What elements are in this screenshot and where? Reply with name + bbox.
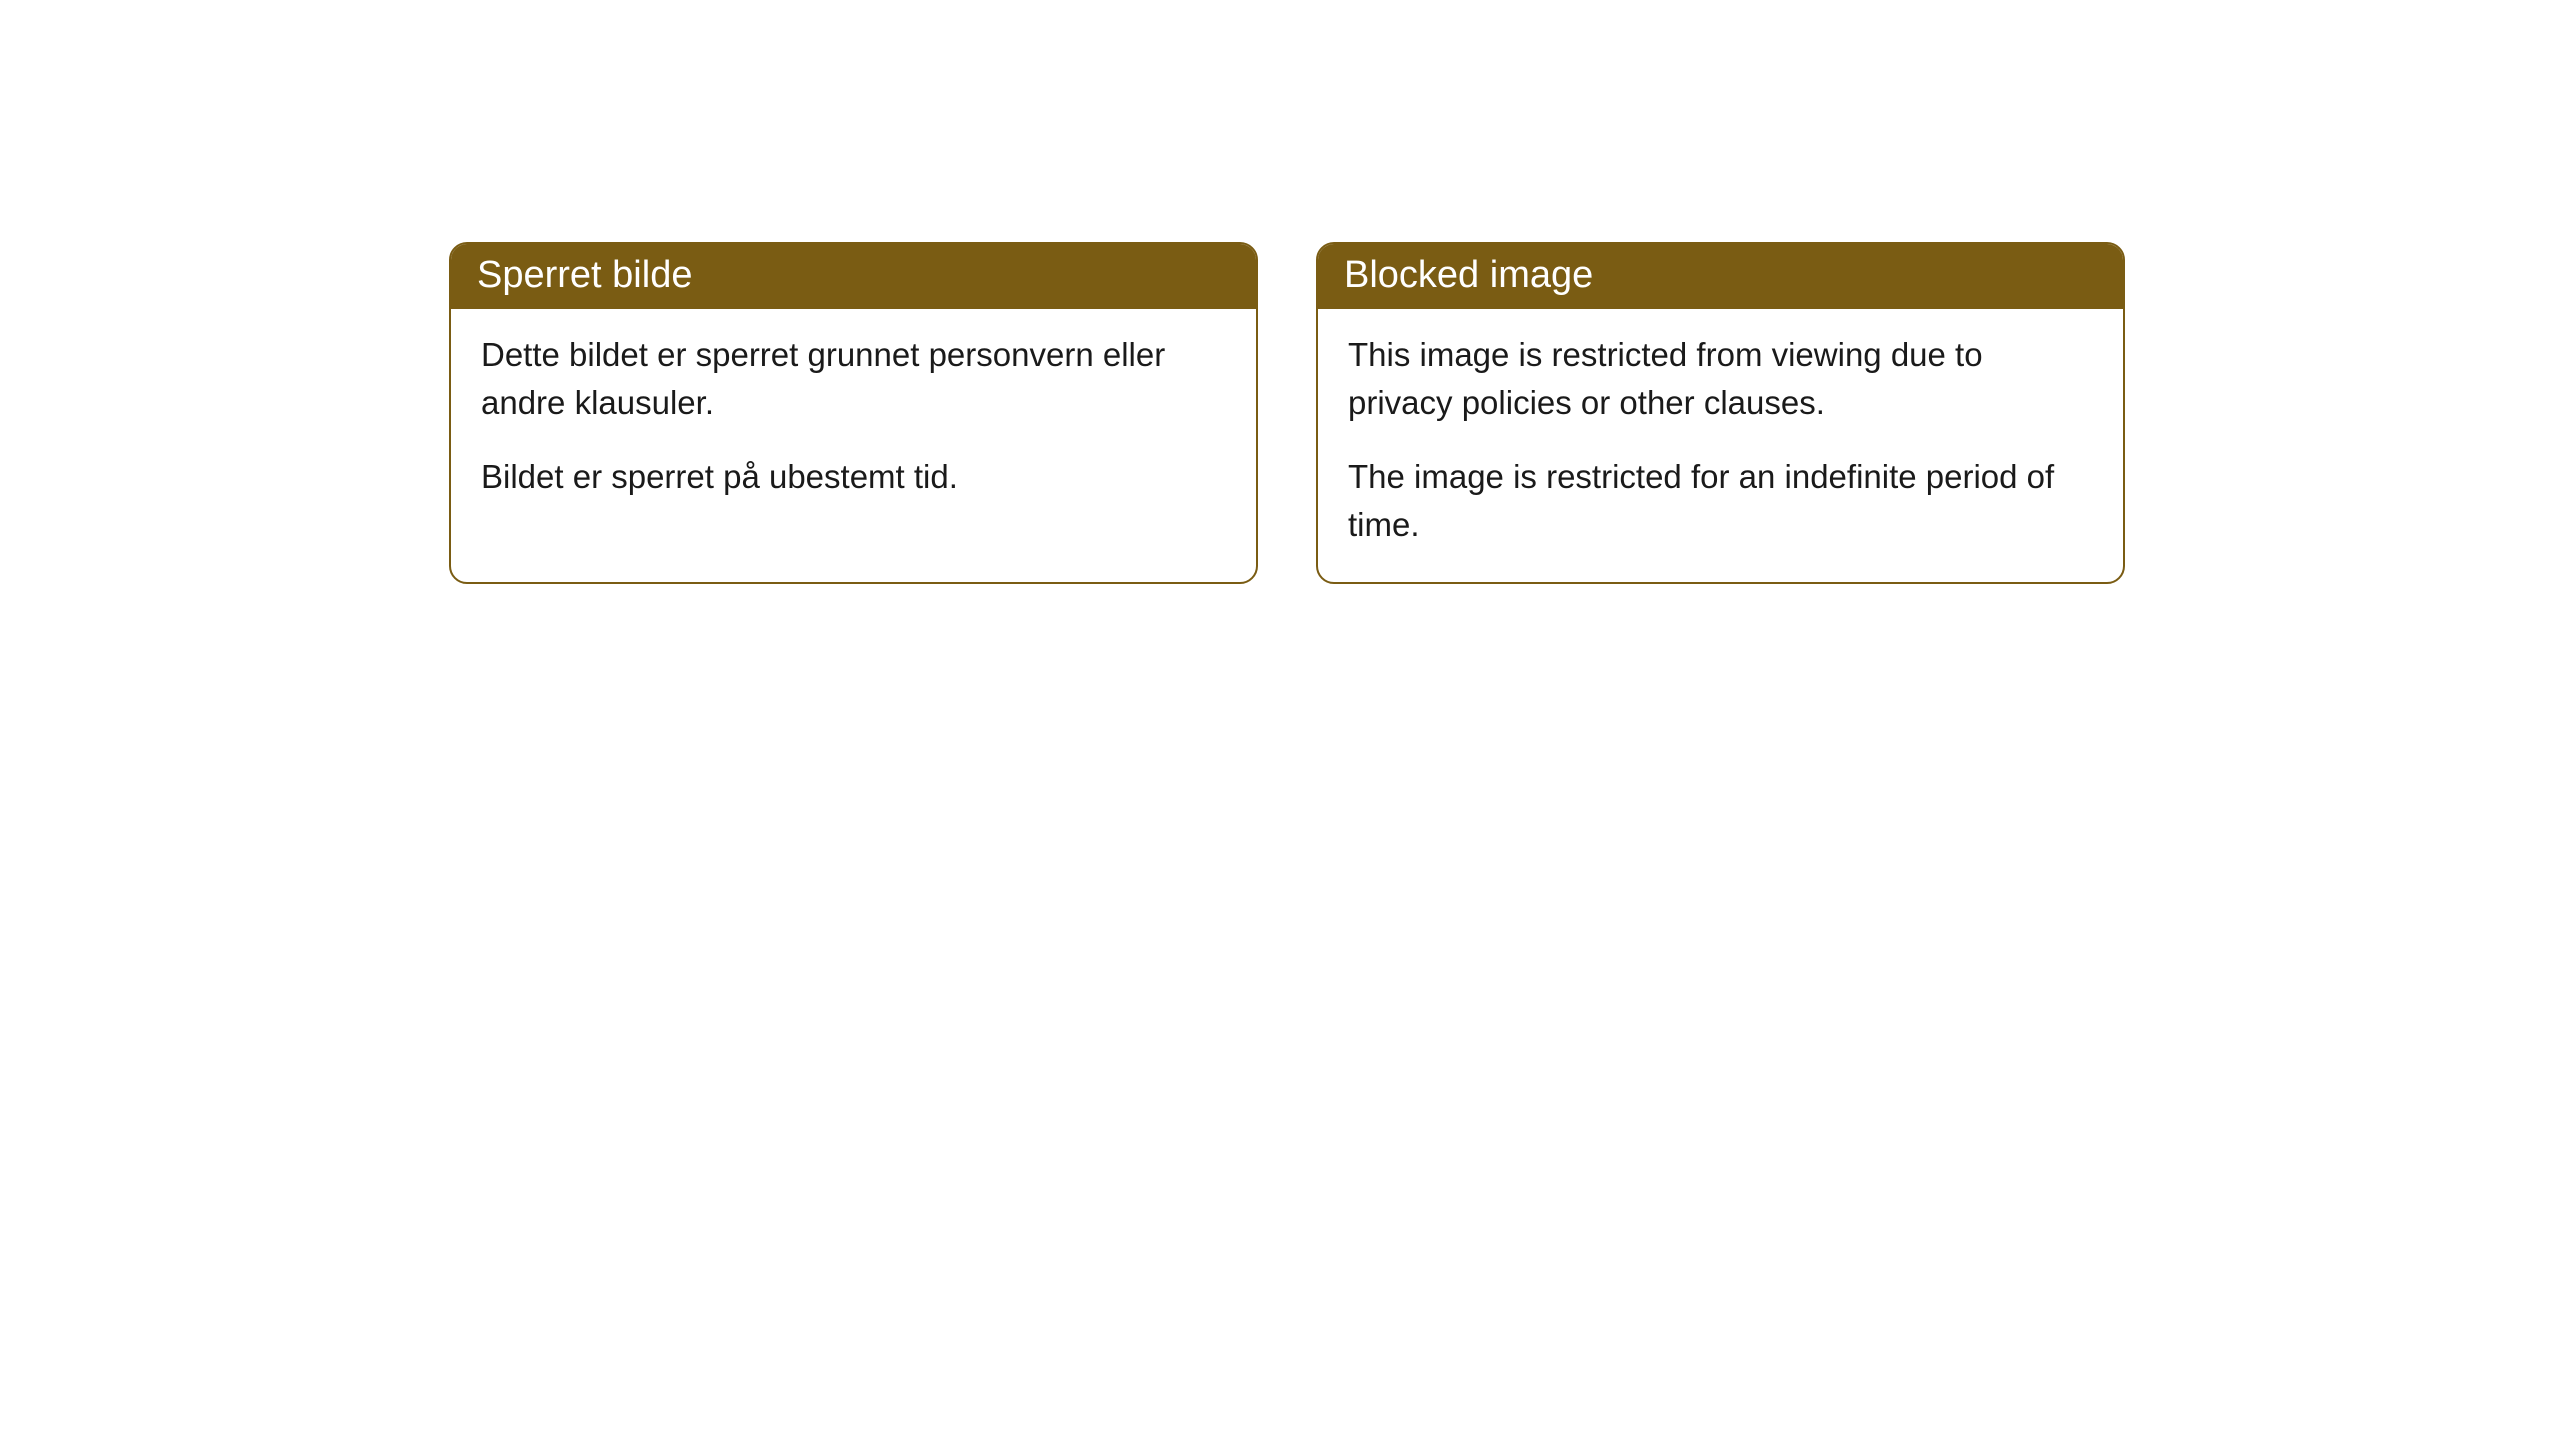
notice-text-english-1: This image is restricted from viewing du… xyxy=(1348,331,2093,427)
notice-cards-container: Sperret bilde Dette bildet er sperret gr… xyxy=(0,0,2560,584)
card-header-english: Blocked image xyxy=(1318,244,2123,309)
card-header-norwegian: Sperret bilde xyxy=(451,244,1256,309)
notice-text-norwegian-1: Dette bildet er sperret grunnet personve… xyxy=(481,331,1226,427)
blocked-image-card-norwegian: Sperret bilde Dette bildet er sperret gr… xyxy=(449,242,1258,584)
notice-text-norwegian-2: Bildet er sperret på ubestemt tid. xyxy=(481,453,1226,501)
card-body-norwegian: Dette bildet er sperret grunnet personve… xyxy=(451,309,1256,535)
card-body-english: This image is restricted from viewing du… xyxy=(1318,309,2123,582)
notice-text-english-2: The image is restricted for an indefinit… xyxy=(1348,453,2093,549)
blocked-image-card-english: Blocked image This image is restricted f… xyxy=(1316,242,2125,584)
